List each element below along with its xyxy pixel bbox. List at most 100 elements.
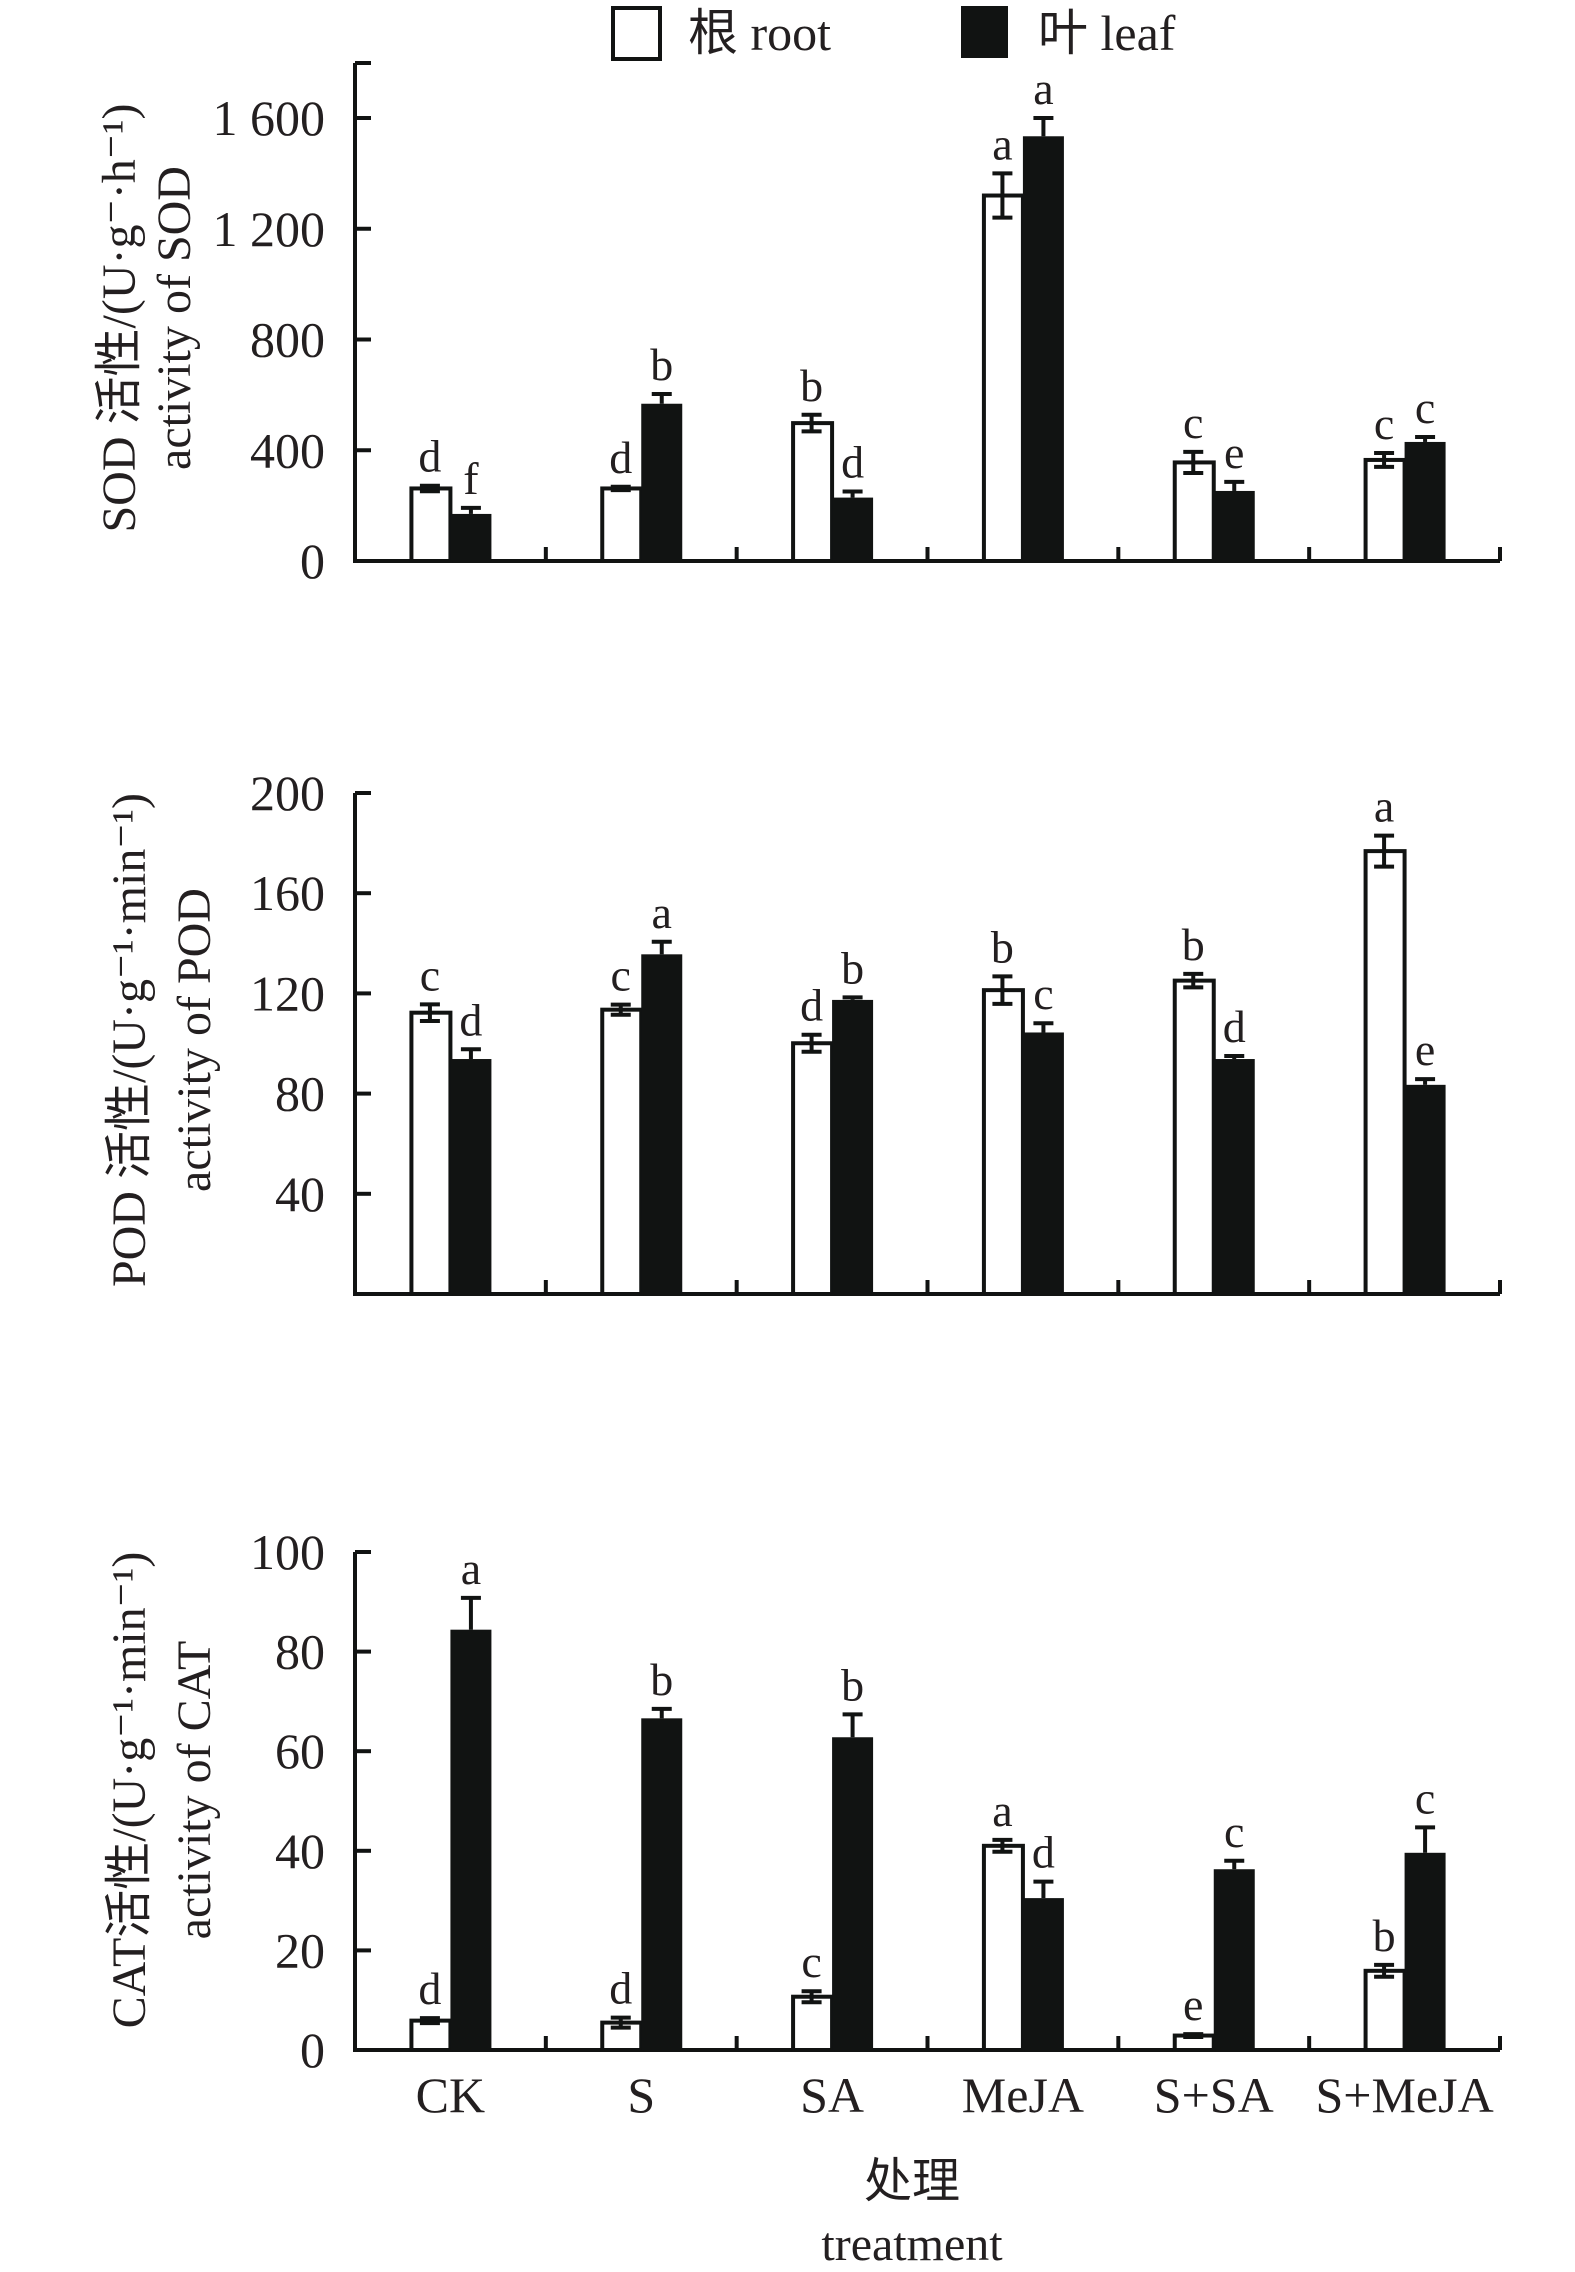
y-tick-label: 120 — [250, 965, 325, 1021]
pod-y-axis-title: POD 活性/(U·g⁻¹·min⁻¹) — [103, 793, 156, 1287]
significance-letter: e — [1224, 427, 1244, 478]
legend-swatch-root — [611, 6, 662, 61]
significance-letter: b — [650, 339, 673, 390]
significance-letter: c — [1183, 397, 1203, 448]
bar-root — [409, 486, 453, 563]
cat-panel: 020406080100daCKdbScbSAadMeJAecS+SAbcS+M… — [250, 1524, 1502, 2123]
bar-leaf — [1022, 1898, 1064, 2050]
y-tick-label: 0 — [300, 2022, 325, 2078]
x-category-label: S+SA — [1154, 2067, 1274, 2123]
bar-root — [600, 486, 644, 563]
sod-y-axis-title: SOD 活性/(U·g⁻·h⁻¹) — [93, 103, 146, 532]
significance-letter: a — [461, 1543, 481, 1594]
bar-root — [1363, 849, 1407, 1297]
y-tick-label: 200 — [250, 765, 325, 821]
bar-leaf — [1404, 1852, 1446, 2050]
significance-letter: f — [463, 453, 479, 504]
bar-leaf — [832, 1737, 874, 2050]
x-category-label: S — [627, 2067, 655, 2123]
significance-letter: a — [992, 118, 1012, 169]
bar-leaf — [1213, 1059, 1255, 1294]
y-tick-label: 20 — [275, 1922, 325, 1978]
bar-root — [981, 193, 1025, 563]
significance-letter: a — [1374, 781, 1394, 832]
bar-leaf — [641, 1718, 683, 2050]
significance-letter: c — [801, 1936, 821, 1987]
x-axis-title-cn: 处理 — [864, 2155, 960, 2208]
y-tick-label: 1 200 — [213, 201, 326, 257]
significance-letter: d — [418, 1963, 441, 2014]
bar-leaf — [450, 1629, 492, 2050]
significance-letter: d — [1223, 1001, 1246, 1052]
cat-y-title-en: activity of CAT — [168, 1641, 221, 1940]
pod-y-title-cn: POD 活性/(U·g⁻¹·min⁻¹) — [103, 793, 156, 1287]
bar-leaf — [641, 403, 683, 561]
significance-letter: c — [1415, 1772, 1435, 1823]
y-tick-label: 100 — [250, 1524, 325, 1580]
significance-letter: c — [1415, 382, 1435, 433]
pod-y-title-en: activity of POD — [168, 888, 221, 1192]
bar-root — [1172, 460, 1216, 563]
bar-root — [1363, 457, 1407, 563]
bar-root — [791, 421, 835, 563]
y-tick-label: 40 — [275, 1823, 325, 1879]
y-tick-label: 400 — [250, 422, 325, 478]
pod-y-axis-title-en: activity of POD — [168, 888, 221, 1192]
significance-letter: c — [1033, 968, 1053, 1019]
legend-label-root: 根 root — [688, 5, 831, 61]
significance-letter: b — [841, 942, 864, 993]
x-category-label: MeJA — [962, 2067, 1084, 2123]
bar-leaf — [832, 497, 874, 561]
bar-leaf — [450, 1059, 492, 1294]
significance-letter: c — [420, 949, 440, 1000]
sod-y-axis-title-en: activity of SOD — [148, 166, 201, 470]
bar-root — [1363, 1968, 1407, 2052]
y-tick-label: 1 600 — [213, 90, 326, 146]
significance-letter: b — [1373, 1910, 1396, 1961]
bar-leaf — [641, 954, 683, 1294]
significance-letter: d — [459, 994, 482, 1045]
x-category-label: SA — [800, 2067, 864, 2123]
bar-leaf — [1213, 490, 1255, 561]
y-tick-label: 800 — [250, 312, 325, 368]
y-tick-label: 80 — [275, 1066, 325, 1122]
significance-letter: b — [841, 1659, 864, 1710]
bar-root — [981, 1843, 1025, 2052]
bar-leaf — [1404, 1084, 1446, 1294]
bar-root — [791, 1994, 835, 2052]
legend-swatch-leaf — [961, 6, 1008, 58]
legend-label-leaf: 叶 leaf — [1038, 5, 1176, 61]
bar-root — [1172, 978, 1216, 1296]
bar-leaf — [1022, 1032, 1064, 1294]
significance-letter: d — [800, 980, 823, 1031]
significance-letter: b — [991, 921, 1014, 972]
significance-letter: e — [1183, 1979, 1203, 2030]
cat-y-title-cn: CAT活性/(U·g⁻¹·min⁻¹) — [103, 1552, 156, 2029]
cat-y-axis-title: CAT活性/(U·g⁻¹·min⁻¹) — [103, 1552, 156, 2029]
bar-root — [981, 988, 1025, 1296]
y-tick-label: 40 — [275, 1166, 325, 1222]
bar-root — [791, 1041, 835, 1297]
x-axis-title-en: treatment — [821, 2218, 1003, 2271]
significance-letter: a — [1033, 63, 1053, 114]
bar-leaf — [832, 999, 874, 1294]
bar-leaf — [1404, 441, 1446, 561]
x-category-label: CK — [416, 2067, 485, 2123]
significance-letter: d — [841, 437, 864, 488]
significance-letter: d — [609, 1963, 632, 2014]
significance-letter: b — [1182, 919, 1205, 970]
legend: 根 root 叶 leaf — [611, 5, 1176, 61]
significance-letter: a — [652, 887, 672, 938]
cat-y-axis-title-en: activity of CAT — [168, 1641, 221, 1940]
bar-root — [409, 1010, 453, 1296]
y-tick-label: 60 — [275, 1723, 325, 1779]
bar-leaf — [1022, 136, 1064, 561]
significance-letter: b — [800, 360, 823, 411]
significance-letter: d — [609, 432, 632, 483]
y-tick-label: 160 — [250, 865, 325, 921]
significance-letter: d — [418, 431, 441, 482]
y-tick-label: 0 — [300, 533, 325, 589]
